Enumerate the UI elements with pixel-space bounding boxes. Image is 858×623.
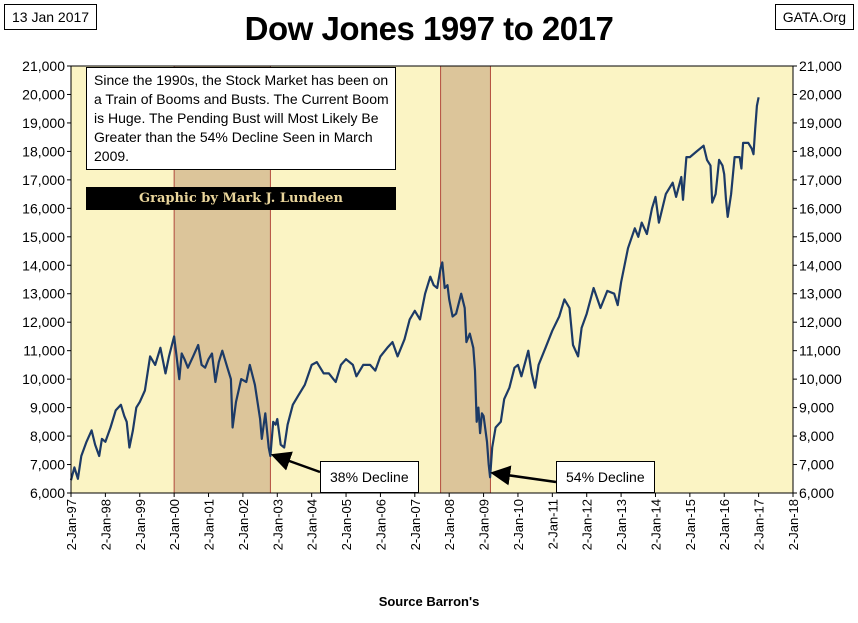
y-tick-label-left: 12,000 [22, 314, 65, 330]
y-tick-label-left: 9,000 [30, 400, 65, 416]
y-tick-label-right: 8,000 [799, 428, 834, 444]
y-tick-label-right: 16,000 [799, 200, 842, 216]
x-tick-label: 2-Jan-12 [580, 499, 595, 550]
x-tick-label: 2-Jan-10 [511, 499, 526, 550]
x-tick-label: 2-Jan-11 [545, 499, 560, 549]
annotation-arrow-1 [270, 451, 321, 474]
x-axis-label: Source Barron's [378, 594, 480, 609]
y-tick-label-left: 7,000 [30, 457, 65, 473]
shaded-region-2 [440, 65, 491, 494]
y-tick-label-right: 15,000 [799, 229, 842, 245]
y-tick-label-right: 9,000 [799, 400, 834, 416]
x-tick-label: 2-Jan-07 [408, 499, 423, 550]
y-tick-label-right: 12,000 [799, 314, 842, 330]
y-tick-label-left: 6,000 [30, 485, 65, 501]
y-tick-label-left: 15,000 [22, 229, 65, 245]
x-tick-label: 2-Jan-14 [648, 499, 663, 550]
x-tick-label: 2-Jan-97 [64, 499, 79, 550]
x-tick-label: 2-Jan-16 [717, 499, 732, 550]
date-label: 13 Jan 2017 [4, 4, 98, 30]
y-tick-label-left: 18,000 [22, 143, 65, 159]
x-tick-label: 2-Jan-18 [786, 499, 801, 550]
y-tick-label-right: 21,000 [799, 58, 842, 74]
annotation-arrow-2 [490, 465, 557, 486]
commentary-note: Since the 1990s, the Stock Market has be… [86, 67, 396, 170]
y-tick-label-right: 13,000 [799, 286, 842, 302]
chart-title: Dow Jones 1997 to 2017 [244, 10, 614, 47]
y-tick-label-right: 11,000 [799, 343, 841, 359]
plot-frame [70, 65, 794, 494]
y-tick-label-right: 19,000 [799, 115, 842, 131]
x-tick-label: 2-Jan-02 [236, 499, 251, 550]
y-tick-label-left: 16,000 [22, 200, 65, 216]
series-line-dow [69, 97, 760, 481]
y-tick-label-left: 21,000 [22, 58, 65, 74]
y-tick-label-right: 7,000 [799, 457, 834, 473]
x-tick-label: 2-Jan-04 [305, 499, 320, 550]
x-tick-label: 2-Jan-03 [270, 499, 285, 550]
y-tick-label-right: 18,000 [799, 143, 842, 159]
y-tick-label-right: 6,000 [799, 485, 834, 501]
x-tick-label: 2-Jan-99 [133, 499, 148, 550]
y-tick-label-left: 13,000 [22, 286, 65, 302]
y-tick-label-left: 10,000 [22, 371, 65, 387]
source-label: GATA.Org [774, 4, 854, 30]
y-tick-label-left: 11,000 [23, 343, 65, 359]
x-tick-label: 2-Jan-09 [477, 499, 492, 550]
x-tick-label: 2-Jan-13 [614, 499, 629, 550]
y-tick-label-right: 10,000 [799, 371, 842, 387]
y-tick-label-left: 20,000 [22, 86, 65, 102]
graphic-credit: Graphic by Mark J. Lundeen [86, 187, 396, 210]
y-tick-label-right: 20,000 [799, 86, 842, 102]
x-tick-label: 2-Jan-05 [339, 499, 354, 550]
y-tick-label-left: 17,000 [22, 172, 65, 188]
y-tick-label-left: 8,000 [30, 428, 65, 444]
x-tick-label: 2-Jan-15 [683, 499, 698, 550]
decline-54-callout: 54% Decline [556, 461, 655, 493]
decline-38-callout: 38% Decline [320, 461, 419, 493]
x-tick-label: 2-Jan-01 [202, 499, 217, 550]
x-tick-label: 2-Jan-00 [167, 499, 182, 550]
x-tick-label: 2-Jan-98 [98, 499, 113, 550]
y-tick-label-left: 14,000 [22, 257, 65, 273]
x-tick-label: 2-Jan-06 [373, 499, 388, 550]
x-tick-label: 2-Jan-08 [442, 499, 457, 550]
x-tick-label: 2-Jan-17 [752, 499, 767, 550]
y-tick-label-right: 14,000 [799, 257, 842, 273]
y-tick-label-right: 17,000 [799, 172, 842, 188]
y-tick-label-left: 19,000 [22, 115, 65, 131]
